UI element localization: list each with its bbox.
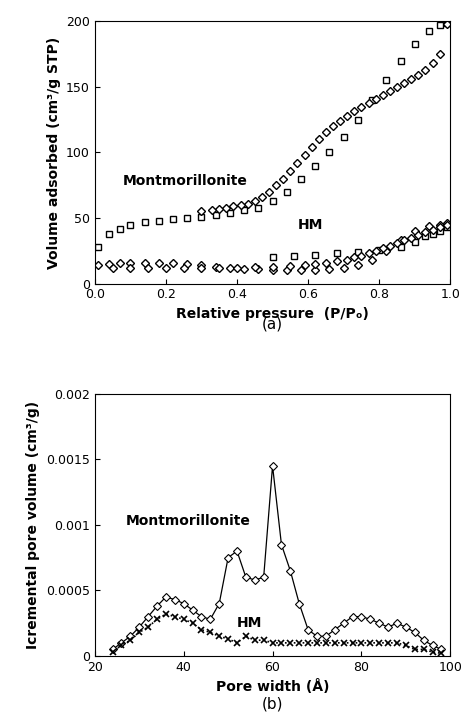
Y-axis label: Icremental pore volume (cm³/g): Icremental pore volume (cm³/g) — [27, 401, 40, 649]
X-axis label: Relative pressure  (P/Pₒ): Relative pressure (P/Pₒ) — [176, 307, 369, 321]
Text: HM: HM — [297, 217, 323, 232]
Text: (b): (b) — [262, 697, 283, 712]
Text: HM: HM — [237, 616, 263, 630]
Y-axis label: Volume adsorbed (cm³/g STP): Volume adsorbed (cm³/g STP) — [46, 36, 61, 269]
Text: Montmorillonite: Montmorillonite — [123, 174, 248, 188]
Text: Montmorillonite: Montmorillonite — [126, 514, 251, 528]
Text: (a): (a) — [262, 316, 283, 331]
X-axis label: Pore width (Å): Pore width (Å) — [216, 679, 329, 694]
